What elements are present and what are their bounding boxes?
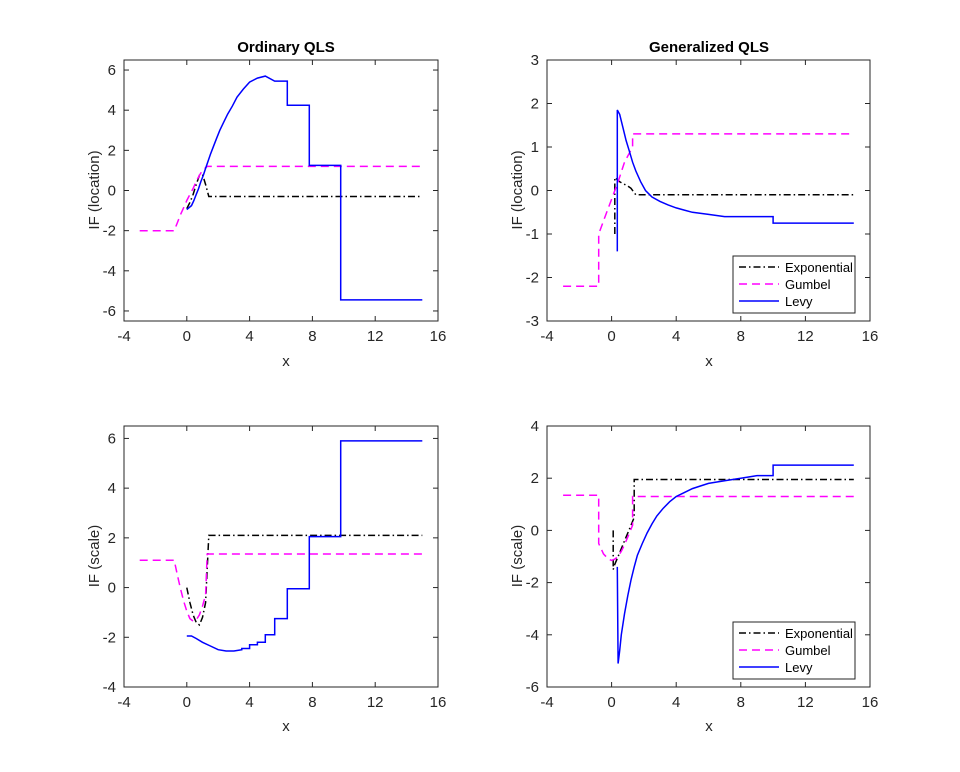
y-axis-label: IF (location) bbox=[509, 150, 526, 229]
series-line-gumbel bbox=[563, 494, 854, 562]
y-tick-label: 1 bbox=[531, 139, 539, 156]
series-line-exponential bbox=[612, 478, 854, 570]
x-tick-label: 0 bbox=[183, 694, 191, 711]
legend-label-exponential: Exponential bbox=[785, 260, 853, 275]
x-tick-label: -4 bbox=[117, 328, 130, 345]
x-tick-label: 8 bbox=[737, 694, 745, 711]
x-tick-label: 16 bbox=[430, 694, 447, 711]
series-line-levy bbox=[616, 464, 854, 664]
series-line-gumbel bbox=[563, 133, 854, 287]
legend: Exponential Gumbel Levy bbox=[732, 621, 856, 680]
panel-generalized-location: Generalized QLS -4 0 4 8 12 16-3-2-10123Expon… bbox=[509, 39, 878, 370]
y-tick-label: 4 bbox=[531, 418, 539, 435]
series-group bbox=[139, 440, 423, 652]
legend-label-gumbel: Gumbel bbox=[785, 643, 831, 658]
y-tick-label: 2 bbox=[108, 530, 116, 547]
legend-label-levy: Levy bbox=[785, 660, 813, 675]
x-tick-label: 4 bbox=[245, 328, 253, 345]
axes-box bbox=[123, 425, 439, 688]
x-tick-label: 12 bbox=[797, 328, 814, 345]
panel-generalized-scale: -4 0 4 8 12 16-6-4-2024ExponentialGumbelLevy … bbox=[509, 418, 878, 735]
y-tick-label: -2 bbox=[526, 575, 539, 592]
y-tick-label: 6 bbox=[108, 62, 116, 79]
x-tick-label: 16 bbox=[862, 328, 879, 345]
x-tick-label: -4 bbox=[540, 328, 553, 345]
y-tick-label: -1 bbox=[526, 226, 539, 243]
x-tick-label: 0 bbox=[607, 694, 615, 711]
series-line-gumbel bbox=[139, 553, 423, 622]
y-tick-label: 4 bbox=[108, 480, 116, 497]
y-tick-label: -4 bbox=[103, 679, 116, 696]
y-tick-label: 4 bbox=[108, 102, 116, 119]
x-tick-label: 16 bbox=[430, 328, 447, 345]
series-line-gumbel bbox=[139, 165, 423, 232]
y-tick-label: 6 bbox=[108, 430, 116, 447]
y-tick-label: -4 bbox=[526, 627, 539, 644]
x-tick-label: -4 bbox=[540, 694, 553, 711]
y-tick-label: 2 bbox=[531, 96, 539, 113]
y-tick-label: 0 bbox=[531, 522, 539, 539]
legend-label-gumbel: Gumbel bbox=[785, 277, 831, 292]
y-axis-label: IF (scale) bbox=[509, 525, 526, 588]
series-group bbox=[139, 75, 423, 301]
y-tick-label: 2 bbox=[108, 142, 116, 159]
x-axis-label: x bbox=[282, 718, 290, 735]
x-tick-label: 16 bbox=[862, 694, 879, 711]
y-tick-label: 3 bbox=[531, 52, 539, 69]
y-tick-label: 0 bbox=[531, 183, 539, 200]
y-tick-label: -3 bbox=[526, 313, 539, 330]
x-tick-label: 8 bbox=[308, 328, 316, 345]
y-axis-label: IF (scale) bbox=[86, 525, 103, 588]
x-tick-label: 0 bbox=[183, 328, 191, 345]
legend-label-levy: Levy bbox=[785, 294, 813, 309]
series-line-exponential bbox=[186, 534, 423, 627]
x-tick-label: -4 bbox=[117, 694, 130, 711]
x-tick-label: 4 bbox=[672, 328, 680, 345]
y-tick-label: -2 bbox=[103, 629, 116, 646]
y-tick-label: 0 bbox=[108, 183, 116, 200]
axes-box bbox=[546, 425, 871, 688]
panel-title: Generalized QLS bbox=[649, 39, 769, 56]
y-tick-label: -4 bbox=[103, 263, 116, 280]
x-tick-label: 4 bbox=[245, 694, 253, 711]
y-tick-label: -6 bbox=[526, 679, 539, 696]
x-tick-label: 0 bbox=[607, 328, 615, 345]
x-tick-label: 8 bbox=[737, 328, 745, 345]
panel-title: Ordinary QLS bbox=[237, 39, 335, 56]
series-line-levy bbox=[616, 109, 854, 252]
series-line-levy bbox=[186, 440, 423, 652]
panel-ordinary-scale: -4 0 4 8 12 16 -4 -2 0 2 4 6 x IF (scale) bbox=[86, 425, 447, 735]
x-tick-label: 8 bbox=[308, 694, 316, 711]
series-group bbox=[563, 109, 854, 287]
x-tick-label: 4 bbox=[672, 694, 680, 711]
x-tick-label: 12 bbox=[367, 694, 384, 711]
y-axis-label: IF (location) bbox=[86, 150, 103, 229]
y-tick-label: 0 bbox=[108, 580, 116, 597]
legend: Exponential Gumbel Levy bbox=[732, 255, 856, 314]
x-axis-label: x bbox=[705, 718, 713, 735]
x-axis-label: x bbox=[705, 353, 713, 370]
x-tick-label: 12 bbox=[367, 328, 384, 345]
series-line-levy bbox=[186, 75, 423, 301]
x-tick-label: 12 bbox=[797, 694, 814, 711]
series-group bbox=[563, 464, 854, 664]
y-tick-label: -2 bbox=[526, 270, 539, 287]
y-tick-label: -6 bbox=[103, 303, 116, 320]
y-tick-label: -2 bbox=[103, 223, 116, 240]
legend-label-exponential: Exponential bbox=[785, 626, 853, 641]
x-axis-label: x bbox=[282, 353, 290, 370]
y-tick-label: 2 bbox=[531, 470, 539, 487]
